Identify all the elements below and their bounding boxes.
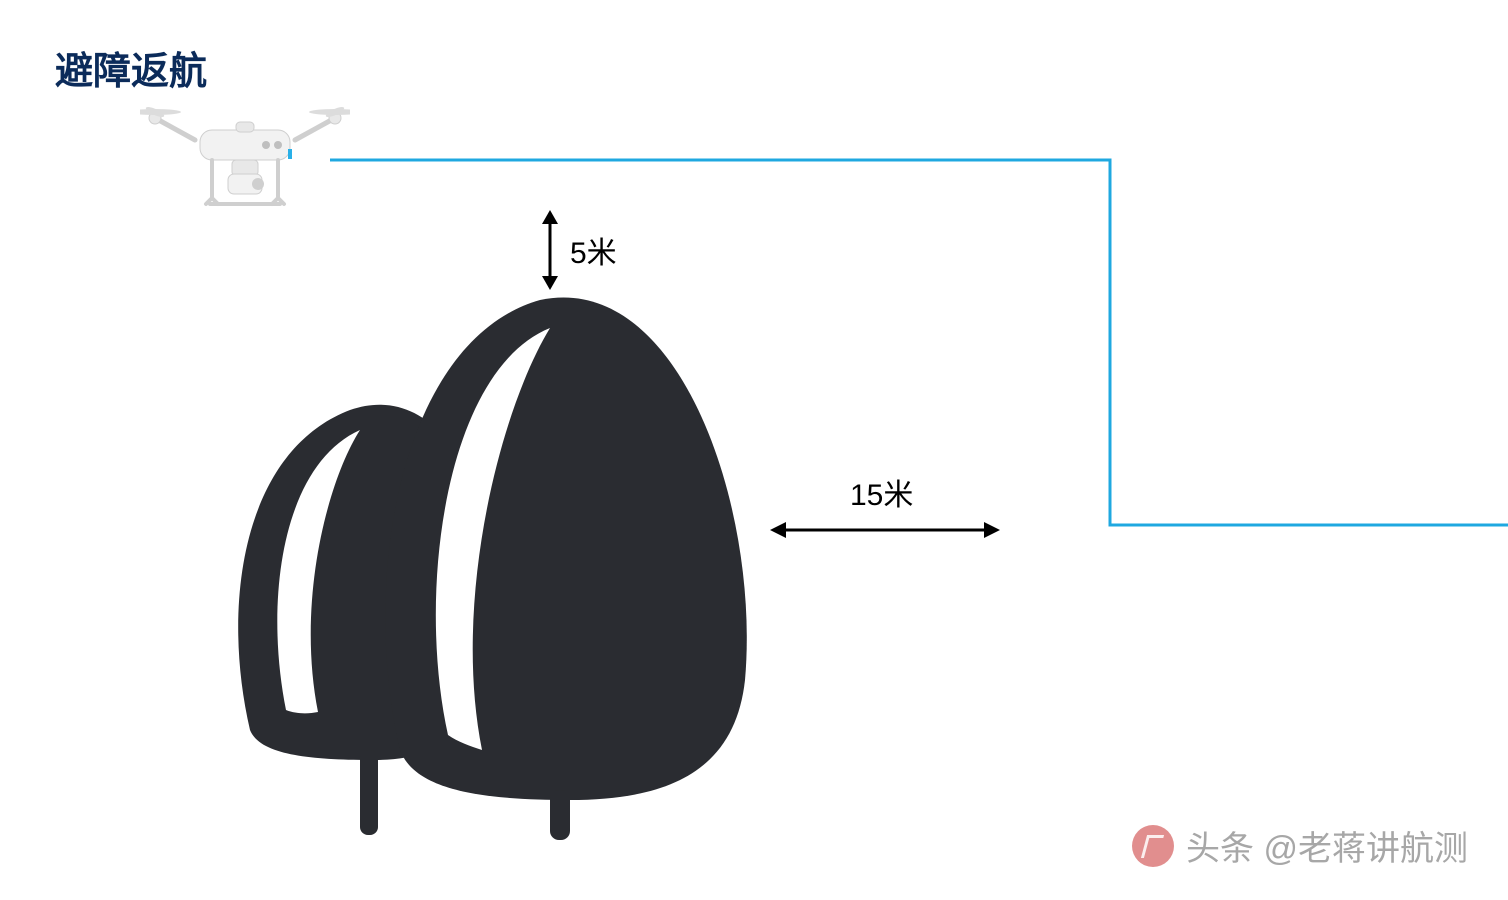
drone-icon bbox=[140, 100, 350, 230]
vertical-clearance-label: 5米 bbox=[570, 228, 617, 272]
horizontal-clearance-arrow bbox=[770, 510, 1000, 550]
obstacle-trees-icon bbox=[200, 280, 760, 840]
diagram-title: 避障返航 bbox=[55, 40, 207, 95]
horizontal-clearance-label: 15米 bbox=[850, 470, 913, 514]
watermark-logo-icon bbox=[1132, 825, 1174, 867]
tree-right-trunk bbox=[550, 790, 570, 840]
watermark: 头条 @老蒋讲航测 bbox=[1132, 821, 1468, 870]
watermark-text: 头条 @老蒋讲航测 bbox=[1186, 821, 1468, 870]
tree-left-trunk bbox=[360, 750, 378, 835]
